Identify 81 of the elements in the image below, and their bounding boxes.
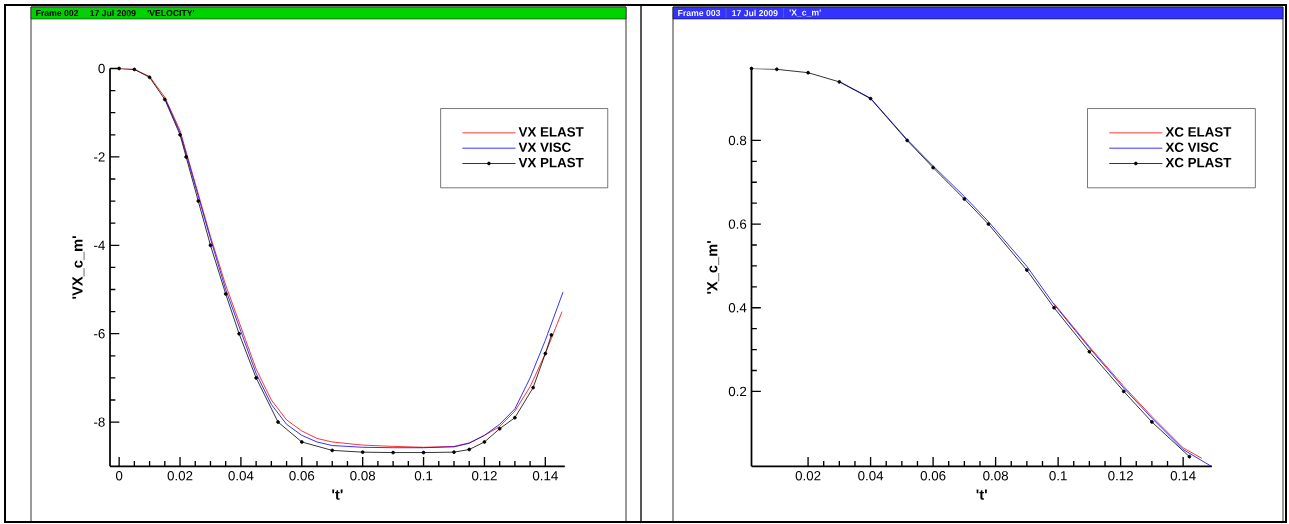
point xyxy=(1087,349,1092,354)
point xyxy=(276,420,280,424)
point xyxy=(749,66,754,71)
point xyxy=(1150,420,1154,424)
point xyxy=(1121,389,1126,394)
y-axis-title: 'X_c_m' xyxy=(707,241,720,294)
x-tick-label: 0.1 xyxy=(1049,471,1067,481)
y-tick-label: 0.4 xyxy=(728,303,747,313)
point xyxy=(497,426,502,431)
y-tick-label: -8 xyxy=(94,417,105,427)
point xyxy=(1025,268,1029,272)
legend-label: XC ELAST xyxy=(1165,127,1232,137)
text: Frame 003 xyxy=(678,9,721,17)
legend-label: XC VISC xyxy=(1165,142,1219,152)
point xyxy=(184,155,188,159)
point xyxy=(931,165,935,170)
x-tick-label: 0 xyxy=(115,471,123,481)
point xyxy=(1052,305,1056,310)
point xyxy=(962,197,967,201)
point xyxy=(178,132,182,137)
legend-label: VX VISC xyxy=(518,142,571,152)
point xyxy=(196,199,201,203)
point xyxy=(467,447,472,452)
point xyxy=(208,243,213,248)
point xyxy=(452,450,456,455)
point xyxy=(391,450,395,455)
point xyxy=(531,385,536,390)
point xyxy=(986,222,991,226)
point xyxy=(147,75,152,80)
x-tick-label: 0.06 xyxy=(920,471,946,481)
y-tick-label: 0 xyxy=(98,63,105,74)
line-series xyxy=(1053,303,1203,459)
x-tick-label: 0.12 xyxy=(1108,471,1133,481)
point xyxy=(360,450,365,455)
point xyxy=(421,450,426,455)
x-tick-label: 0.04 xyxy=(858,471,884,481)
point xyxy=(330,448,335,453)
point xyxy=(132,67,137,72)
y-tick-label: 0.6 xyxy=(728,219,747,229)
x-tick-label: 0.14 xyxy=(532,471,558,481)
legend-label: VX ELAST xyxy=(518,127,584,137)
y-tick-label: -6 xyxy=(94,328,105,339)
point xyxy=(237,331,241,336)
y-tick-label: 0.2 xyxy=(728,386,747,397)
x-tick-label: 0.04 xyxy=(228,471,254,481)
legend-label: VX PLAST xyxy=(518,157,584,168)
point xyxy=(837,80,842,84)
text: Frame 002 xyxy=(36,9,79,17)
point xyxy=(543,351,548,356)
point xyxy=(513,415,517,420)
point xyxy=(774,67,779,72)
text: 17 Jul 2009 xyxy=(732,9,778,17)
y-axis-title: 'VX_c_m' xyxy=(72,236,85,299)
point xyxy=(868,96,873,101)
x-tick-label: 0.08 xyxy=(983,471,1009,481)
point xyxy=(1187,454,1192,459)
x-tick-label: 0.14 xyxy=(1170,471,1196,481)
x-axis-title: 't' xyxy=(976,489,987,500)
x-tick-label: 0.08 xyxy=(350,471,376,481)
point xyxy=(223,292,228,296)
point xyxy=(299,440,304,444)
x-tick-label: 0.12 xyxy=(471,471,497,481)
y-tick-label: -2 xyxy=(94,152,105,162)
chart-title: 'VELOCITY' xyxy=(147,9,195,17)
text: 17 Jul 2009 xyxy=(90,9,136,17)
point xyxy=(162,97,167,102)
y-tick-label: -4 xyxy=(94,240,105,250)
point xyxy=(482,440,487,444)
x-tick-label: 0.1 xyxy=(414,471,433,481)
point xyxy=(117,66,122,71)
point xyxy=(254,376,258,380)
point xyxy=(549,333,554,337)
x-tick-label: 0.02 xyxy=(795,471,821,481)
chart-title: 'X_c_m' xyxy=(789,9,821,17)
point xyxy=(905,138,910,143)
x-axis-title: 't' xyxy=(332,489,343,500)
legend-label: XC PLAST xyxy=(1165,157,1232,168)
x-tick-label: 0.06 xyxy=(289,471,315,481)
point xyxy=(806,70,810,75)
x-tick-label: 0.02 xyxy=(167,471,193,481)
y-tick-label: 0.8 xyxy=(728,135,747,146)
